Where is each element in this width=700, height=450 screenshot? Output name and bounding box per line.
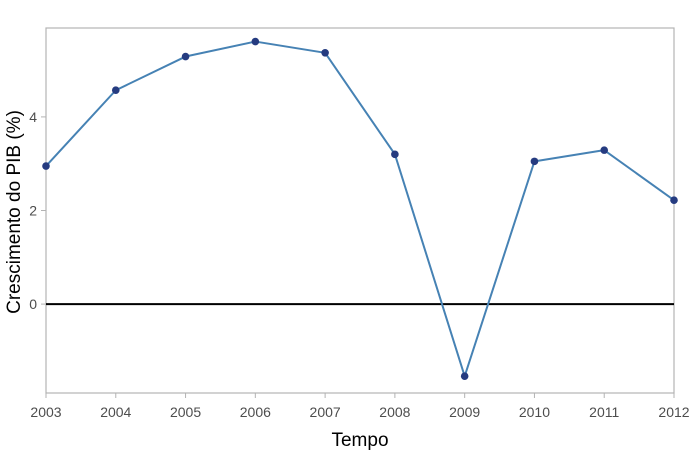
y-tick-label-0: 0 bbox=[29, 296, 37, 312]
x-tick-label-2007: 2007 bbox=[310, 404, 341, 420]
x-axis-title: Tempo bbox=[331, 430, 388, 450]
x-tick-label-2004: 2004 bbox=[100, 404, 131, 420]
data-point-2009 bbox=[460, 372, 469, 380]
data-point-2004 bbox=[111, 86, 120, 95]
x-tick-label-2011: 2011 bbox=[589, 404, 619, 420]
plot-frame bbox=[45, 27, 675, 394]
data-point-2003 bbox=[42, 162, 50, 170]
x-tick-label-2012: 2012 bbox=[658, 404, 689, 420]
x-tick-label-2005: 2005 bbox=[170, 404, 201, 420]
x-tick-label-2010: 2010 bbox=[519, 404, 550, 420]
x-tick-label-2003: 2003 bbox=[30, 404, 61, 420]
data-point-2012 bbox=[670, 196, 678, 205]
y-tick-label-4: 4 bbox=[29, 109, 37, 125]
gdp-growth-line bbox=[45, 40, 675, 378]
data-point-2008 bbox=[391, 150, 399, 159]
y-axis-title: Crescimento do PIB (%) bbox=[4, 110, 25, 314]
data-point-2006 bbox=[251, 37, 260, 46]
x-tick-label-2006: 2006 bbox=[240, 404, 271, 420]
x-tick-label-2008: 2008 bbox=[379, 404, 410, 420]
y-tick-label-2: 2 bbox=[29, 203, 37, 219]
data-point-2010 bbox=[530, 157, 539, 166]
data-point-2011 bbox=[600, 146, 609, 154]
data-point-2007 bbox=[321, 49, 329, 57]
x-tick-label-2009: 2009 bbox=[449, 404, 480, 420]
data-point-2005 bbox=[181, 52, 190, 61]
